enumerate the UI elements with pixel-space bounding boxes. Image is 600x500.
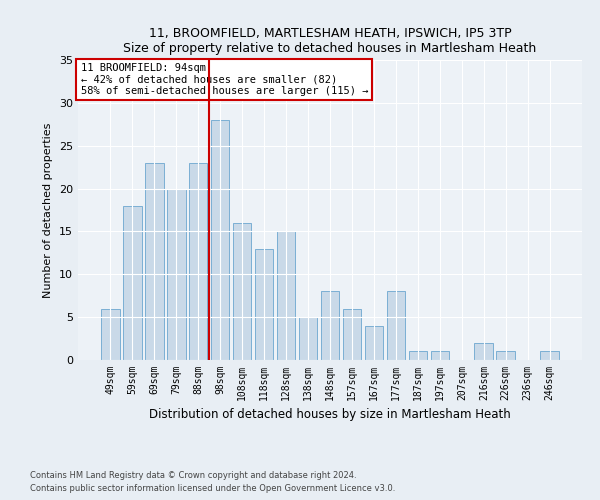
Y-axis label: Number of detached properties: Number of detached properties (43, 122, 53, 298)
Bar (277, 232, 295, 360)
Bar (343, 308, 361, 360)
Bar (211, 120, 229, 360)
Bar (123, 206, 142, 360)
Bar (475, 343, 493, 360)
Bar (431, 352, 449, 360)
Text: Contains public sector information licensed under the Open Government Licence v3: Contains public sector information licen… (30, 484, 395, 493)
Bar (233, 223, 251, 360)
Bar (496, 352, 515, 360)
Bar (409, 352, 427, 360)
Bar (299, 317, 317, 360)
Bar (541, 352, 559, 360)
Text: 11 BROOMFIELD: 94sqm
← 42% of detached houses are smaller (82)
58% of semi-detac: 11 BROOMFIELD: 94sqm ← 42% of detached h… (80, 63, 368, 96)
Bar (145, 163, 164, 360)
Text: Contains HM Land Registry data © Crown copyright and database right 2024.: Contains HM Land Registry data © Crown c… (30, 470, 356, 480)
Bar (255, 248, 274, 360)
Bar (167, 188, 185, 360)
Bar (101, 308, 119, 360)
Bar (189, 163, 208, 360)
Title: 11, BROOMFIELD, MARTLESHAM HEATH, IPSWICH, IP5 3TP
Size of property relative to : 11, BROOMFIELD, MARTLESHAM HEATH, IPSWIC… (124, 26, 536, 54)
X-axis label: Distribution of detached houses by size in Martlesham Heath: Distribution of detached houses by size … (149, 408, 511, 422)
Bar (386, 292, 405, 360)
Bar (365, 326, 383, 360)
Bar (320, 292, 340, 360)
